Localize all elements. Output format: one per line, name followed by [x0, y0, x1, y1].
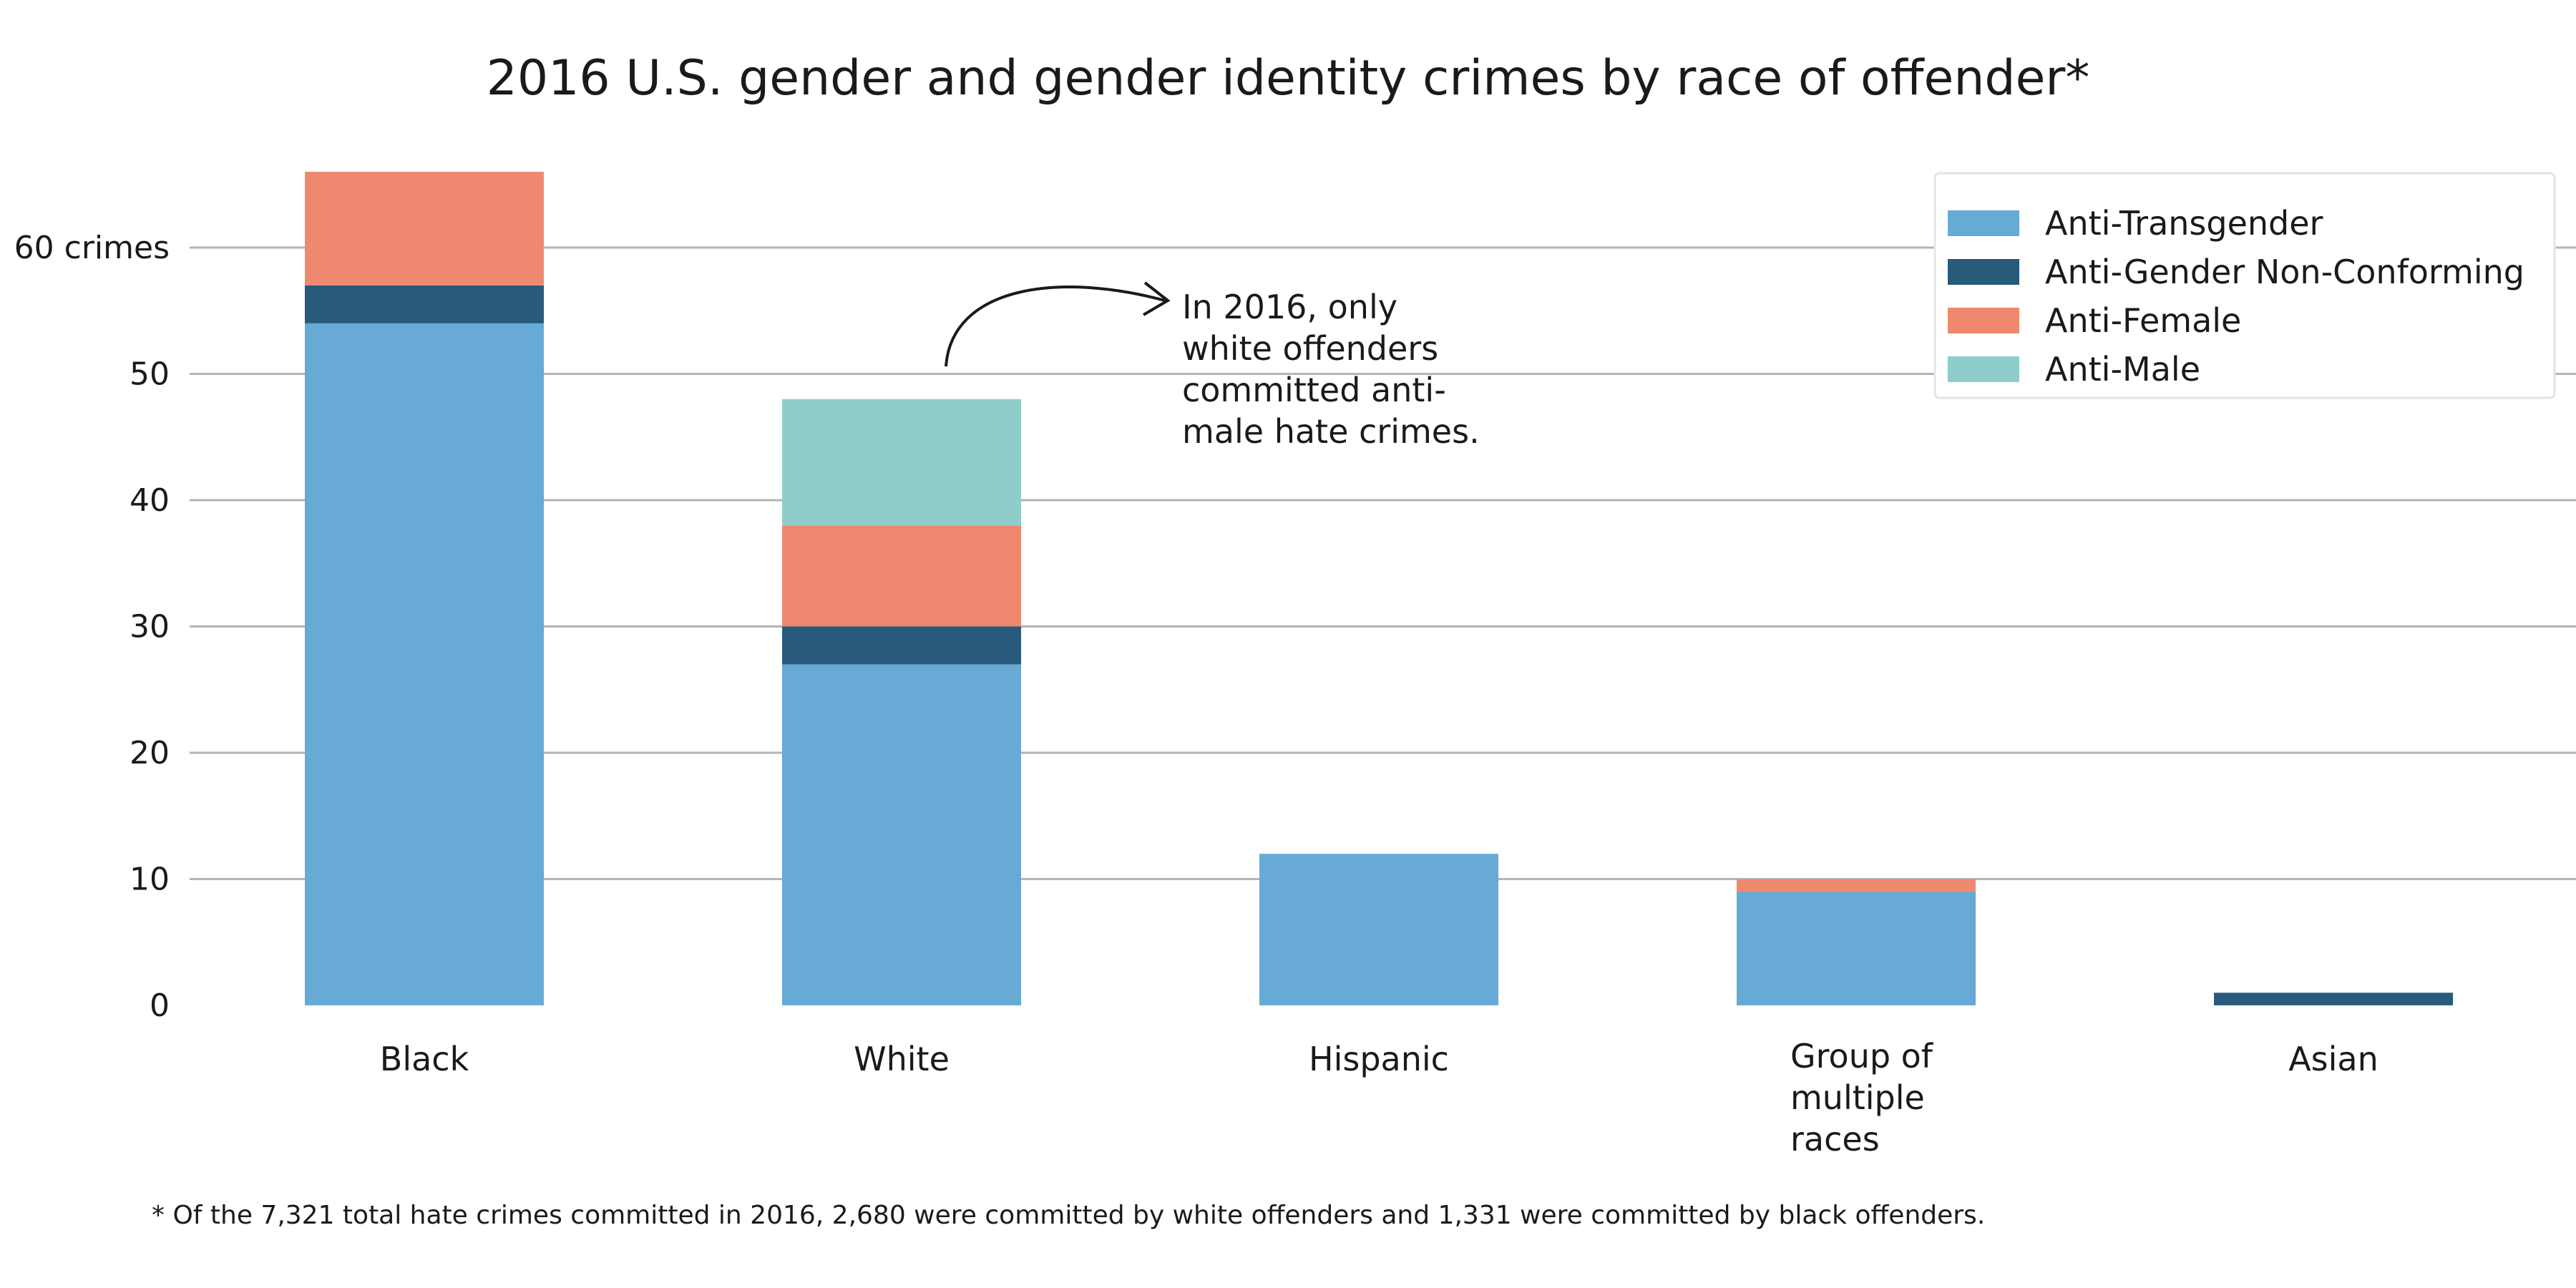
legend-swatch-anti-transgender	[1948, 210, 2019, 236]
x-label-hispanic: Hispanic	[1309, 1040, 1449, 1078]
legend-swatch-anti-female	[1948, 308, 2019, 333]
x-label-line: Hispanic	[1309, 1040, 1449, 1078]
bar-white-anti-transgender	[782, 664, 1021, 1005]
legend-label-anti-male: Anti-Male	[2045, 350, 2200, 389]
bar-group-of-multiple-races-anti-female	[1737, 879, 1976, 892]
annotation-line-4: male hate crimes.	[1182, 412, 1480, 451]
bar-hispanic-anti-transgender	[1259, 854, 1498, 1005]
y-tick-label-50: 50	[130, 356, 170, 393]
x-label-line: Group of	[1790, 1037, 1934, 1075]
footnote: * Of the 7,321 total hate crimes committ…	[152, 1201, 1985, 1230]
y-tick-label-30: 30	[130, 609, 170, 645]
gridlines	[190, 246, 2576, 880]
annotation-arrowhead	[1142, 281, 1171, 316]
y-axis-ticks: 0 10 20 30 40 50 60 crimes	[14, 230, 170, 1024]
x-label-line: White	[854, 1040, 950, 1078]
bar-asian-anti-gender-non-conforming	[2214, 992, 2453, 1005]
x-label-white: White	[854, 1040, 950, 1078]
y-tick-label-0: 0	[150, 987, 170, 1024]
x-label-black: Black	[380, 1040, 469, 1078]
bar-black-anti-gender-non-conforming	[305, 285, 544, 323]
x-label-group-of-multiple-races: Group of multiple races	[1790, 1037, 1934, 1158]
chart-title: 2016 U.S. gender and gender identity cri…	[487, 50, 2090, 107]
x-label-asian: Asian	[2288, 1040, 2379, 1078]
legend-swatch-anti-male	[1948, 356, 2019, 382]
x-label-line: Black	[380, 1040, 469, 1078]
bars	[305, 172, 2453, 1005]
bar-white-anti-male	[782, 399, 1021, 526]
bar-white-anti-gender-non-conforming	[782, 626, 1021, 665]
bar-black-anti-transgender	[305, 323, 544, 1005]
annotation-line-2: white offenders	[1182, 329, 1438, 368]
legend-swatch-anti-gender-non-conforming	[1948, 259, 2019, 285]
y-tick-label-10: 10	[130, 862, 170, 898]
bar-white-anti-female	[782, 525, 1021, 627]
annotation-line-3: committed anti-	[1182, 371, 1446, 409]
x-label-line: multiple	[1790, 1078, 1925, 1117]
legend-box	[1933, 172, 2556, 399]
legend-label-anti-female: Anti-Female	[2045, 301, 2241, 340]
y-tick-label-40: 40	[130, 482, 170, 519]
bar-group-of-multiple-races-anti-transgender	[1737, 892, 1976, 1005]
x-label-line: races	[1790, 1120, 1880, 1158]
bar-black-anti-female	[305, 172, 544, 286]
annotation-arrow	[945, 286, 1166, 367]
x-label-line: Asian	[2288, 1040, 2379, 1078]
y-tick-label-60: 60 crimes	[14, 230, 170, 266]
legend-label-anti-gender-non-conforming: Anti-Gender Non-Conforming	[2045, 253, 2524, 291]
y-tick-label-20: 20	[130, 735, 170, 771]
legend: Anti-Transgender Anti-Gender Non-Conformi…	[1933, 172, 2556, 399]
x-axis-labels: Black White Hispanic Group of multiple races A…	[380, 1037, 2379, 1158]
legend-label-anti-transgender: Anti-Transgender	[2045, 204, 2323, 243]
annotation-line-1: In 2016, only	[1182, 288, 1397, 326]
